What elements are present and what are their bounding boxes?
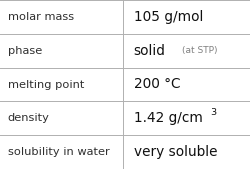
Text: solubility in water: solubility in water <box>8 147 109 157</box>
Text: phase: phase <box>8 46 42 56</box>
Text: molar mass: molar mass <box>8 12 73 22</box>
Text: solid: solid <box>133 44 165 58</box>
Text: very soluble: very soluble <box>133 145 216 159</box>
Text: density: density <box>8 113 49 123</box>
Text: 3: 3 <box>209 108 215 117</box>
Text: 1.42 g/cm: 1.42 g/cm <box>133 111 202 125</box>
Text: (at STP): (at STP) <box>182 46 217 55</box>
Text: 200 °C: 200 °C <box>133 78 179 91</box>
Text: 105 g/mol: 105 g/mol <box>133 10 202 24</box>
Text: melting point: melting point <box>8 79 84 90</box>
